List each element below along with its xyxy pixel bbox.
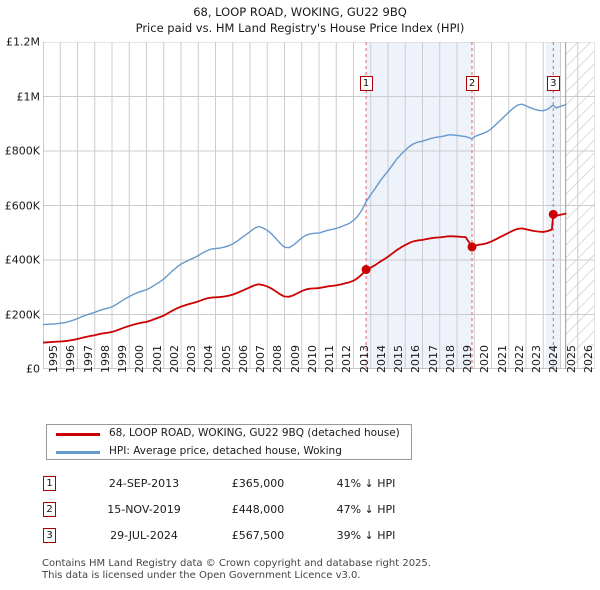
- event-marker-3[interactable]: 3: [546, 76, 560, 91]
- x-axis-tick-label: 2008: [271, 345, 285, 373]
- sale-hpi-delta: 39% ↓ HPI: [336, 529, 396, 542]
- footer-attribution: Contains HM Land Registry data © Crown c…: [42, 558, 562, 582]
- x-axis-tick-label: 2003: [185, 345, 198, 373]
- x-axis-tick-label: 1997: [81, 345, 95, 373]
- sale-index-badge[interactable]: 1: [43, 476, 56, 491]
- table-row: 3 29-JUL-2024 £567,500 39% ↓ HPI: [40, 526, 460, 552]
- y-axis-tick-label: £800K: [4, 144, 40, 158]
- event-marker-2[interactable]: 2: [465, 76, 479, 91]
- x-axis-tick-label: 1998: [98, 345, 112, 373]
- x-axis-tick-label: 2012: [340, 345, 354, 373]
- y-axis-tick-label: £1M: [16, 90, 41, 103]
- y-axis-tick-label: £600K: [4, 199, 40, 212]
- sale-date: 29-JUL-2024: [110, 529, 178, 542]
- title-line-2: Price paid vs. HM Land Registry's House …: [135, 21, 465, 35]
- x-axis-tick-label: 2020: [478, 345, 492, 373]
- sale-date: 24-SEP-2013: [108, 477, 180, 490]
- x-axis-tick-label: 2000: [133, 345, 147, 373]
- x-axis-tick-label: 2019: [461, 345, 474, 373]
- event-marker-1[interactable]: 1: [359, 76, 373, 91]
- sale-price: £567,500: [231, 529, 285, 542]
- x-axis-tick-label: 2023: [530, 345, 543, 373]
- legend-row: HPI: Average price, detached house, Woki…: [47, 444, 411, 461]
- x-axis-tick-label: 2011: [323, 345, 336, 373]
- x-axis-tick-label: 2025: [564, 345, 578, 373]
- legend-row: 68, LOOP ROAD, WOKING, GU22 9BQ (detache…: [47, 426, 411, 443]
- x-axis-tick-label: 2006: [236, 345, 250, 373]
- x-axis-tick-label: 2001: [150, 345, 164, 373]
- x-axis-tick-label: 2013: [357, 345, 371, 373]
- sale-hpi-delta: 47% ↓ HPI: [336, 503, 396, 516]
- legend-color-swatch: [56, 451, 100, 454]
- x-axis-tick-label: 2015: [392, 345, 405, 373]
- y-axis-labels: £0 £200K £400K £600K £800K £1M £1.2M: [0, 0, 43, 590]
- x-axis-tick-label: 2004: [202, 345, 216, 373]
- x-axis-tick-label: 2024: [547, 345, 561, 373]
- x-axis-tick-label: 2016: [409, 345, 423, 373]
- x-axis-tick-label: 1996: [64, 345, 78, 373]
- chart-legend: 68, LOOP ROAD, WOKING, GU22 9BQ (detache…: [46, 424, 412, 460]
- x-axis-tick-label: 1995: [47, 345, 60, 373]
- sale-index-badge[interactable]: 2: [43, 502, 56, 517]
- sale-date: 15-NOV-2019: [107, 503, 181, 516]
- x-axis-tick-label: 2021: [495, 345, 509, 373]
- y-axis-tick-label: £1.2M: [6, 35, 40, 49]
- x-axis-tick-label: 2002: [167, 345, 181, 373]
- x-axis-tick-label: 1999: [116, 345, 129, 373]
- sales-history-table: 1 24-SEP-2013 £365,000 41% ↓ HPI 2 15-NOV-201…: [40, 474, 460, 552]
- page-title: 68, LOOP ROAD, WOKING, GU22 9BQ Price pa…: [0, 4, 600, 36]
- x-axis-tick-label: 2022: [512, 345, 526, 373]
- sale-price: £448,000: [231, 503, 285, 516]
- x-axis-tick-label: 2007: [254, 345, 267, 373]
- legend-label: 68, LOOP ROAD, WOKING, GU22 9BQ (detache…: [109, 427, 400, 439]
- legend-label: HPI: Average price, detached house, Woki…: [109, 445, 342, 457]
- x-axis-tick-label: 2005: [219, 345, 233, 373]
- sale-price: £365,000: [231, 477, 285, 490]
- plot-area: [43, 42, 595, 369]
- x-axis-tick-label: 2017: [426, 345, 440, 373]
- table-row: 1 24-SEP-2013 £365,000 41% ↓ HPI: [40, 474, 460, 500]
- y-axis-tick-label: £200K: [4, 308, 40, 321]
- x-axis-tick-label: 2018: [443, 345, 457, 373]
- x-axis-tick-label: 2014: [374, 345, 388, 373]
- chart-svg: [43, 42, 595, 369]
- y-axis-tick-label: £0: [26, 362, 40, 376]
- title-line-1: 68, LOOP ROAD, WOKING, GU22 9BQ: [193, 5, 407, 19]
- x-axis-tick-label: 2026: [581, 345, 595, 373]
- x-axis-tick-label: 2009: [288, 345, 302, 373]
- y-axis-tick-label: £400K: [4, 253, 40, 267]
- x-axis-tick-label: 2010: [305, 345, 319, 373]
- footer-line-1: Contains HM Land Registry data © Crown c…: [42, 558, 431, 569]
- legend-color-swatch: [56, 433, 100, 436]
- sale-hpi-delta: 41% ↓ HPI: [336, 477, 396, 490]
- sale-index-badge[interactable]: 3: [43, 528, 56, 543]
- footer-line-2: This data is licensed under the Open Gov…: [42, 570, 361, 581]
- table-row: 2 15-NOV-2019 £448,000 47% ↓ HPI: [40, 500, 460, 526]
